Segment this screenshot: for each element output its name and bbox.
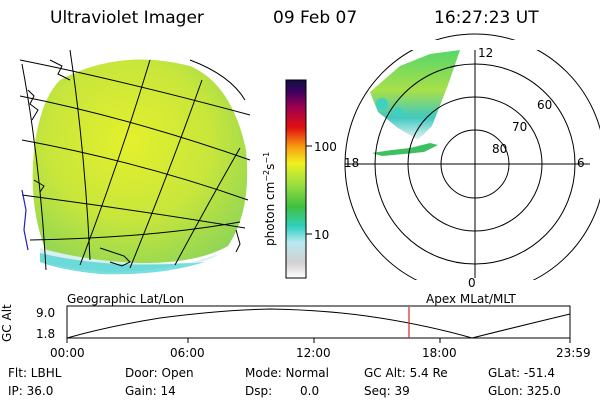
colorbar-unit-label: photon cm−2s−1	[262, 151, 277, 246]
coastlines	[27, 59, 241, 267]
status-glat: GLat: -51.4	[488, 366, 555, 380]
geo-plot-title: Geographic Lat/Lon	[67, 292, 185, 306]
polar-auroral-data	[370, 50, 460, 156]
altitude-xtick-1800: 18:00	[422, 346, 457, 360]
mlt-label-0: 0	[468, 276, 476, 290]
status-mode: Mode: Normal	[245, 366, 329, 380]
altitude-ylabel: GC Alt	[0, 304, 14, 342]
mlat-label-60: 60	[537, 98, 553, 112]
status-filter: Flt: LBHL	[8, 366, 62, 380]
altitude-curve	[66, 308, 571, 339]
altitude-ytick-9: 9.0	[36, 306, 56, 320]
altitude-x-ticks	[66, 338, 571, 343]
polar-grid	[344, 33, 600, 295]
altitude-plot-frame	[66, 305, 571, 339]
status-gc-alt: GC Alt: 5.4 Re	[364, 366, 448, 380]
mlt-label-18: 18	[344, 156, 360, 170]
altitude-ytick-1.8: 1.8	[36, 327, 56, 341]
status-glon: GLon: 325.0	[488, 384, 561, 398]
mlt-label-12: 12	[478, 46, 494, 60]
status-ip: IP: 36.0	[8, 384, 54, 398]
coastline-blue	[21, 189, 29, 251]
status-door: Door: Open	[125, 366, 194, 380]
status-dsp-value: 0.0	[300, 384, 320, 398]
status-gain: Gain: 14	[125, 384, 176, 398]
colorbar-tick-label-100: 100	[314, 140, 337, 154]
colorbar	[285, 79, 307, 279]
polar-plot-title: Apex MLat/MLT	[426, 292, 516, 306]
status-dsp-label: Dsp:	[245, 384, 273, 398]
geographic-grid	[19, 49, 251, 271]
mlat-label-80: 80	[492, 142, 508, 156]
date-label: 09 Feb 07	[273, 8, 358, 28]
mlat-label-70: 70	[512, 120, 528, 134]
mlt-label-6: 6	[577, 156, 585, 170]
altitude-xtick-0600: 06:00	[170, 346, 205, 360]
polar-bottom-mask	[330, 280, 600, 298]
altitude-xtick-0000: 00:00	[50, 346, 85, 360]
status-seq: Seq: 39	[364, 384, 410, 398]
polar-top-mask	[330, 40, 600, 50]
altitude-xtick-2359: 23:59	[556, 346, 591, 360]
colorbar-tick-label-10: 10	[314, 228, 330, 242]
altitude-xtick-1200: 12:00	[296, 346, 331, 360]
time-label: 16:27:23 UT	[434, 8, 539, 28]
instrument-title: Ultraviolet Imager	[50, 8, 204, 28]
